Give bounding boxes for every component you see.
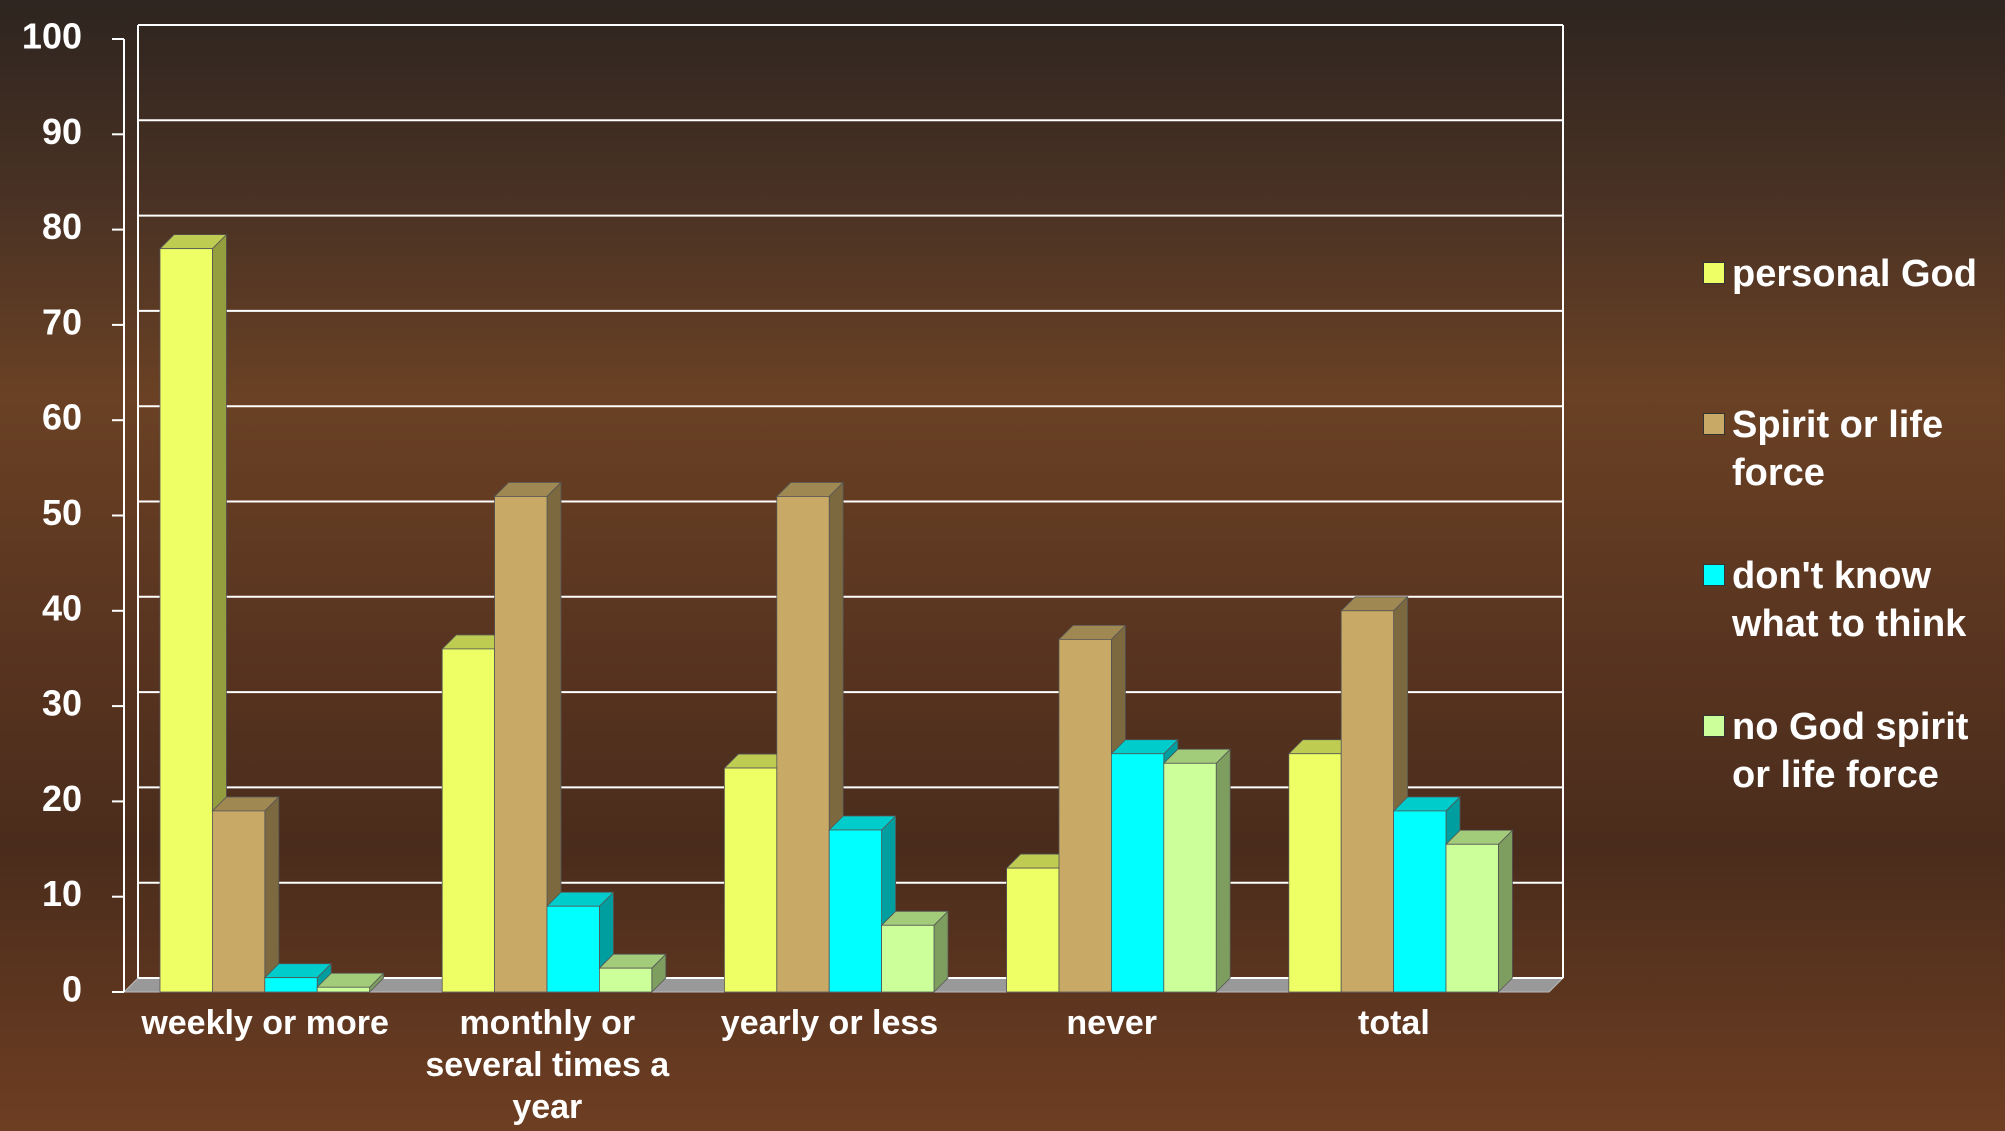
bar <box>776 496 830 993</box>
bar <box>599 967 653 993</box>
legend-label: Spirit or life force <box>1732 404 1944 494</box>
bar <box>1058 638 1112 993</box>
bar <box>211 810 266 993</box>
y-tick-label: 100 <box>22 16 82 57</box>
bar <box>1288 753 1342 993</box>
x-tick-label: monthly or several times a year <box>425 1004 670 1126</box>
y-tick-label: 20 <box>42 778 82 819</box>
bar <box>494 496 548 993</box>
bar <box>881 924 935 993</box>
y-tick-label: 0 <box>62 969 82 1010</box>
y-tick-label: 70 <box>42 301 82 342</box>
y-tick-label: 80 <box>42 206 82 247</box>
y-tick-label: 50 <box>42 492 82 533</box>
y-tick-label: 10 <box>42 873 82 914</box>
bar-side <box>1498 829 1513 993</box>
bar <box>1393 810 1447 993</box>
y-tick-label: 40 <box>42 587 82 628</box>
bar-side <box>1215 748 1231 993</box>
y-tick-label: 60 <box>42 397 82 438</box>
bar-side <box>264 795 280 993</box>
y-tick-label: 30 <box>42 683 82 724</box>
bar <box>264 977 318 993</box>
legend-swatch <box>1703 262 1725 284</box>
legend-swatch <box>1703 564 1725 586</box>
legend-swatch <box>1703 715 1725 737</box>
legend-swatch <box>1703 413 1725 435</box>
bar <box>724 767 778 993</box>
bar <box>316 986 371 993</box>
x-tick-label: never <box>1066 1004 1158 1042</box>
bar <box>828 829 883 993</box>
bar <box>1163 762 1217 993</box>
legend-label: no God spirit or life force <box>1732 706 1969 796</box>
bar <box>1111 753 1165 993</box>
x-tick-label: yearly or less <box>720 1004 939 1042</box>
bar <box>1445 843 1499 993</box>
bar <box>441 648 496 993</box>
legend-label: don't know what to think <box>1732 555 1967 645</box>
y-tick-label: 90 <box>42 111 82 152</box>
bar <box>1006 867 1060 993</box>
bar <box>1340 610 1394 993</box>
x-tick-label: weekly or more <box>141 1004 389 1042</box>
bar <box>546 905 600 993</box>
legend-label: personal God <box>1732 253 1977 295</box>
x-tick-label: total <box>1358 1004 1430 1042</box>
bar <box>159 248 213 993</box>
